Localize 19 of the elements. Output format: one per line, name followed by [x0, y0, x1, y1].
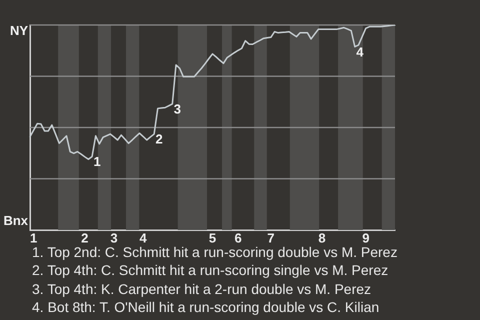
x-tick-label: 5	[208, 230, 216, 246]
x-tick-label: 2	[81, 230, 88, 246]
x-tick-label: 3	[110, 230, 118, 246]
annotation: 3	[174, 102, 181, 117]
text: Bnx	[3, 213, 29, 228]
annotation: 2	[155, 132, 163, 147]
x-tick-label: 7	[267, 230, 275, 246]
annotation: 4	[356, 44, 364, 60]
text: NY	[10, 23, 28, 38]
x-tick-label: 6	[234, 230, 242, 246]
x-tick-label: 1	[30, 230, 38, 246]
x-tick-label: 8	[318, 230, 326, 246]
text: 4. Bot 8th: T. O'Neill hit a run-scoring double vs C. Kilian	[32, 298, 380, 317]
text: 3. Top 4th: K. Carpenter hit a 2-run double vs M. Perez	[32, 280, 372, 298]
annotation: 1	[93, 154, 101, 170]
x-tick-label: 4	[140, 230, 148, 246]
text: 1. Top 2nd: C. Schmitt hit a run-scoring double vs M. Perez	[32, 243, 398, 262]
text: 2. Top 4th: C. Schmitt hit a run-scoring single vs M. Perez	[32, 261, 390, 280]
x-tick-label: 9	[362, 230, 370, 246]
